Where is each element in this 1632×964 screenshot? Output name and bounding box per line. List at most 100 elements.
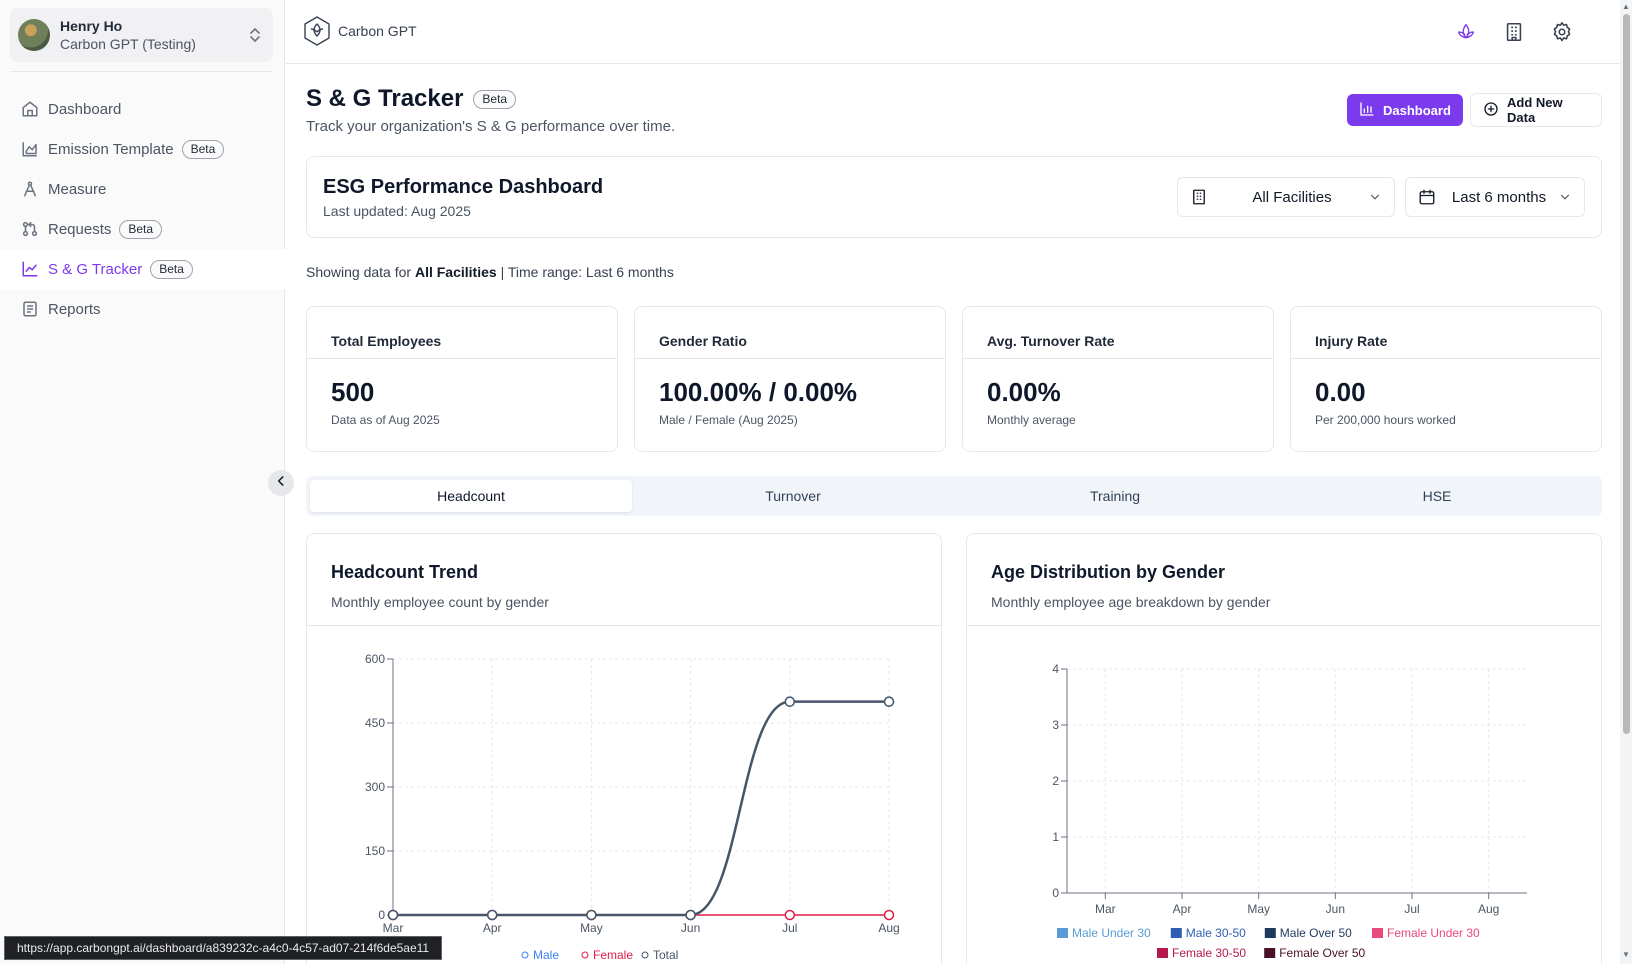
scroll-down-arrow-icon[interactable]: ▼ [1622,950,1630,959]
data-scope-summary: Showing data for All Facilities | Time r… [306,264,674,280]
sidebar-item-sg-tracker[interactable]: S & G Tracker Beta [0,249,285,289]
top-bar: Carbon GPT [286,0,1632,64]
data-point-female [784,909,796,921]
x-tick-label: Mar [1095,902,1116,916]
x-tick-label: May [580,921,603,935]
x-tick-label: Apr [483,921,502,935]
card-header: Age Distribution by Gender Monthly emplo… [967,534,1601,626]
kpi-gender-ratio: Gender Ratio 100.00% / 0.00% Male / Fema… [634,306,946,452]
page-scrollbar[interactable]: ▲ ▼ [1620,0,1632,964]
time-range-select[interactable]: Last 6 months [1405,177,1585,217]
dashboard-button-label: Dashboard [1383,102,1451,118]
showing-range: | Time range: Last 6 months [500,264,674,280]
x-tick-label: Jun [1326,902,1345,916]
chevron-down-icon [1368,190,1382,204]
y-tick-label: 300 [365,780,385,794]
dashboard-button[interactable]: Dashboard [1347,94,1463,126]
beta-badge: Beta [181,139,225,159]
top-actions [1454,20,1574,44]
chart-area: 0 150 300 450 600 Mar Apr May Jun Jul Aug Male Femal… [307,627,941,964]
x-tick-label: Mar [383,921,404,935]
legend-marker [521,951,529,959]
last-updated: Last updated: Aug 2025 [323,203,471,219]
gear-icon[interactable] [1550,20,1574,44]
sidebar-item-reports[interactable]: Reports [0,289,285,329]
x-tick-label: Aug [878,921,899,935]
file-text-icon [20,299,40,319]
brand-name: Carbon GPT [338,23,417,39]
tab-turnover[interactable]: Turnover [765,488,821,504]
kpi-value: 100.00% / 0.00% [659,377,858,407]
legend-swatch [1264,928,1276,938]
x-tick-label: Jul [782,921,797,935]
showing-facility: All Facilities [414,264,497,280]
beta-badge: Beta [473,89,517,109]
status-url-tooltip: https://app.carbongpt.ai/dashboard/a8392… [4,936,443,960]
y-tick-label: 0 [1052,886,1059,900]
account-switcher[interactable]: Henry Ho Carbon GPT (Testing) [10,8,273,62]
kpi-note: Monthly average [987,413,1076,427]
user-info: Henry Ho Carbon GPT (Testing) [60,17,247,53]
scrollbar-thumb[interactable] [1623,14,1630,734]
sidebar-collapse-button[interactable] [268,470,294,496]
avatar [18,19,50,51]
lotus-icon[interactable] [1454,20,1478,44]
chevrons-up-down-icon [247,25,263,45]
building-icon [1190,188,1208,206]
x-tick-label: May [1247,902,1270,916]
time-range-value: Last 6 months [1451,188,1547,206]
user-org: Carbon GPT (Testing) [60,36,196,52]
showing-prefix: Showing data for [306,264,412,280]
legend-label: Female 30-50 [1172,946,1246,960]
dashboard-title: ESG Performance Dashboard [323,176,604,198]
sidebar-item-label: Measure [48,180,107,198]
tab-headcount[interactable]: Headcount [310,480,632,512]
kpi-value: 0.00% [987,377,1061,407]
x-tick-label: Aug [1478,902,1499,916]
data-point-total [586,909,597,921]
x-tick-label: Apr [1173,902,1192,916]
kpi-label: Injury Rate [1291,307,1601,359]
chart-area-icon [20,139,40,159]
legend-label: Female [593,948,633,962]
legend-swatch [1157,948,1168,958]
sidebar-item-label: Reports [48,300,101,318]
carbon-gpt-logo-icon [302,15,332,47]
beta-badge: Beta [119,219,163,239]
scroll-up-arrow-icon[interactable]: ▲ [1622,2,1630,11]
sidebar-item-dashboard[interactable]: Dashboard [0,89,285,129]
legend-swatch [1264,948,1276,958]
building-icon[interactable] [1502,20,1526,44]
beta-badge: Beta [150,259,193,279]
data-point-total [685,909,696,921]
legend-label: Total [653,948,678,962]
tab-hse[interactable]: HSE [1422,488,1452,504]
calendar-icon [1418,188,1436,206]
kpi-injury-rate: Injury Rate 0.00 Per 200,000 hours worke… [1290,306,1602,452]
compass-icon [20,179,40,199]
sidebar-item-emission-template[interactable]: Emission Template Beta [0,129,285,169]
facility-select-value: All Facilities [1252,188,1332,206]
legend-label: Male 30-50 [1186,926,1246,940]
x-tick-label: Jul [1404,902,1419,916]
page-subtitle: Track your organization's S & G performa… [306,118,676,135]
kpi-total-employees: Total Employees 500 Data as of Aug 2025 [306,306,618,452]
card-header: Headcount Trend Monthly employee count b… [307,534,941,626]
page-title: S & G Tracker Beta [306,85,517,113]
facility-select[interactable]: All Facilities [1177,177,1395,217]
sidebar-nav: Dashboard Emission Template Beta Measure… [0,89,285,329]
sidebar-item-measure[interactable]: Measure [0,169,285,209]
tab-training[interactable]: Training [1089,488,1141,504]
data-point-total [486,909,498,921]
y-tick-label: 4 [1052,662,1059,676]
headcount-trend-card: Headcount Trend Monthly employee count b… [306,533,942,964]
brand[interactable]: Carbon GPT [302,15,417,47]
sidebar-item-label: S & G Tracker [48,260,143,278]
sidebar-item-requests[interactable]: Requests Beta [0,209,285,249]
chevron-down-icon [1558,190,1572,204]
legend-marker [641,951,649,959]
headcount-line-chart: 0 150 300 450 600 Mar Apr May Jun Jul Aug Male Femal… [365,652,900,962]
add-new-data-button[interactable]: Add New Data [1470,93,1602,127]
tab-list: Headcount Turnover Training HSE [306,476,1602,516]
legend-label: Male Under 30 [1072,926,1151,940]
